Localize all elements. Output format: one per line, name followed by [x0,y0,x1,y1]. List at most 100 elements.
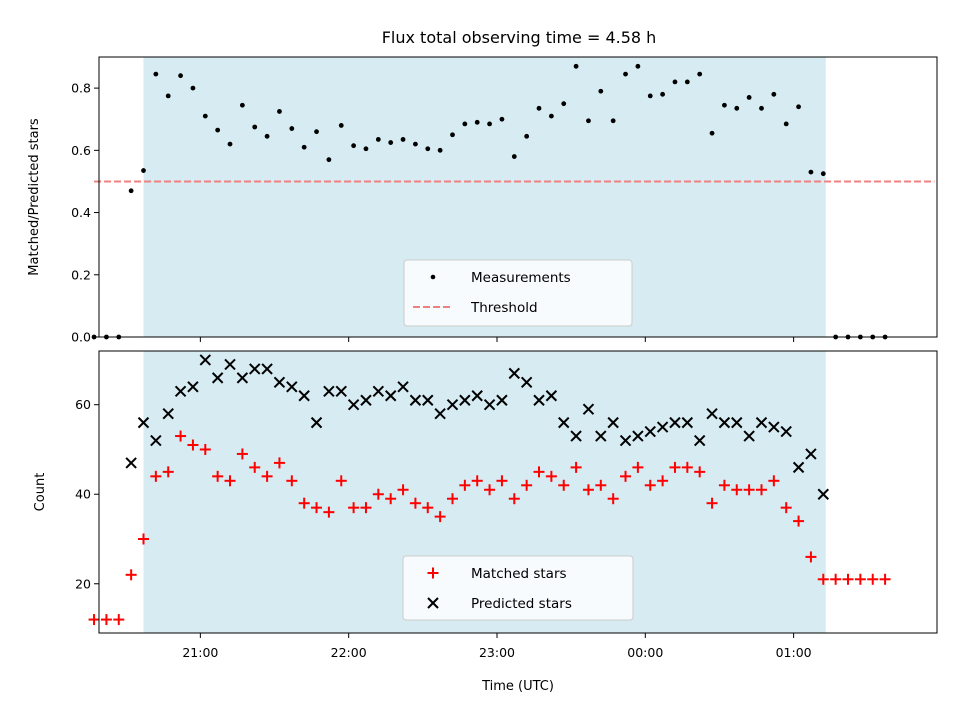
matched-star-point [484,484,496,496]
matched-star-point [533,466,545,478]
predicted-star-point [459,394,471,406]
measurement-point [796,104,801,110]
matched-star-point [273,457,285,469]
measurement-point [165,93,171,99]
matched-star-point [212,470,224,482]
predicted-star-point [570,430,582,442]
matched-star-point [570,461,582,473]
matched-star-point [360,502,372,514]
matched-star-point [100,614,112,626]
measurement-point [536,105,542,111]
measurement-point [400,137,406,142]
count-panel: 20 40 60 21:00 22:00 23:00 00:00 01:00 Count T… [33,350,938,694]
measurement-point [227,141,233,147]
ratio-y-axis: 0.0 0.2 0.4 0.6 0.8 [71,81,99,345]
matched-star-point [805,551,817,563]
legend-threshold-label: Threshold [470,300,538,316]
matched-star-point [137,533,149,545]
count-y-axis: 20 40 60 [75,397,99,591]
x-tick-label: 01:00 [776,645,812,660]
predicted-star-point [409,394,422,406]
matched-star-point [644,479,656,491]
predicted-star-point [174,385,187,397]
measurement-point [623,71,628,77]
matched-star-point [385,493,397,505]
matched-star-point [125,569,137,581]
predicted-star-point [446,399,459,411]
matched-star-point [817,573,829,585]
matched-star-point [88,614,100,626]
matched-star-point [830,573,842,585]
predicted-star-point [483,399,496,411]
predicted-star-point [718,416,731,429]
measurement-point [511,154,517,159]
matched-star-point [681,461,693,473]
matched-star-point [595,479,607,491]
measurement-point [252,124,258,130]
predicted-star-point [224,358,236,371]
measurement-point [289,126,295,131]
predicted-star-point [162,407,174,420]
ratio-legend: Measurements Threshold [403,259,633,327]
predicted-star-point [755,416,768,429]
measurement-point [635,63,641,69]
predicted-star-point [199,354,212,366]
predicted-star-point [150,434,162,447]
matched-star-point [348,502,360,514]
predicted-star-point [632,430,644,442]
measurement-point [561,101,567,107]
matched-star-point [694,466,706,478]
predicted-star-point [731,416,743,429]
count-y-axis-label: Count [33,473,48,512]
measurement-point [783,121,789,127]
measurement-point [734,105,740,111]
predicted-star-point [125,457,137,469]
predicted-star-point [236,372,249,384]
measurement-point [573,63,579,69]
matched-star-point [446,493,458,505]
measurement-point [771,91,777,97]
ratio-y-tick-label: 0.0 [71,330,91,345]
count-y-tick-label: 20 [75,576,91,591]
matched-star-point [731,484,743,496]
measurement-point [338,123,344,128]
measurement-point [202,113,208,119]
predicted-star-point [545,390,558,402]
x-tick-label: 22:00 [331,645,367,660]
ratio-y-tick-label: 0.4 [71,205,91,220]
legend-measurements-label: Measurements [471,270,571,286]
matched-star-point [434,511,446,523]
matched-star-point [199,443,211,455]
matched-star-point [298,497,310,509]
legend-predicted-marker [427,597,439,609]
matched-star-point [311,502,323,514]
matched-star-point [224,475,236,487]
measurement-point [450,132,455,138]
matched-star-point [879,573,891,585]
predicted-star-point [384,390,397,402]
count-plot-frame [98,350,938,634]
measurement-point [141,168,146,173]
matched-star-point [249,461,261,473]
matched-star-point [867,573,879,585]
matched-star-point [706,497,718,509]
predicted-star-point [669,416,681,429]
ratio-x-ticks [199,337,795,342]
predicted-star-point [693,434,706,447]
measurement-point [487,121,492,127]
predicted-star-point [582,403,595,415]
measurement-point [610,118,616,124]
predicted-star-point [508,367,520,380]
legend-measurement-marker [430,274,436,280]
matched-star-point [471,475,483,487]
ratio-y-tick-label: 0.2 [71,267,91,282]
matched-star-point [409,497,421,509]
matched-star-point [496,475,508,487]
predicted-star-point [607,416,619,429]
measurement-point [586,118,591,124]
measurement-point [808,169,814,175]
measurement-point [215,127,221,133]
measurement-point [91,334,97,340]
matched-star-point [286,475,298,487]
measurement-point [413,141,418,147]
